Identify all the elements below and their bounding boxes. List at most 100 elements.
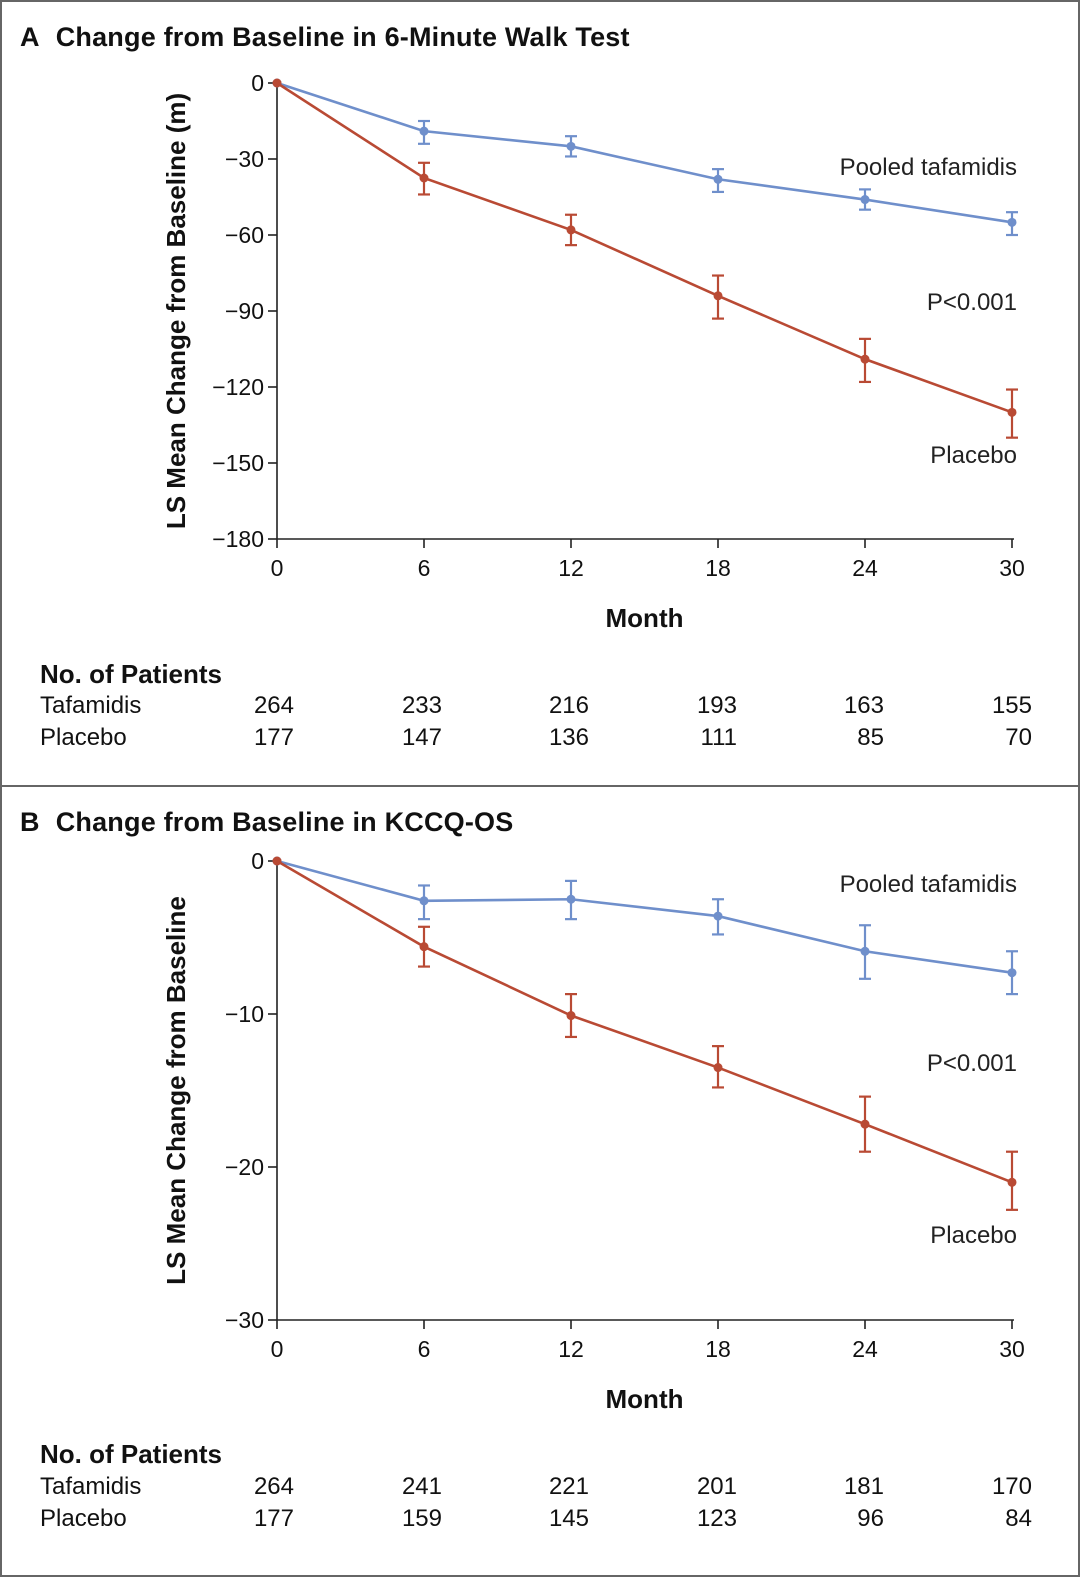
data-point xyxy=(419,126,429,136)
data-point xyxy=(566,141,576,151)
series-label: Placebo xyxy=(930,1222,1017,1249)
y-tick-label: −150 xyxy=(212,450,264,476)
patients-count: 145 xyxy=(548,1505,589,1532)
patients-count: 264 xyxy=(253,1473,294,1500)
data-point xyxy=(713,291,723,301)
x-tick-label: 30 xyxy=(999,555,1025,581)
x-tick-label: 6 xyxy=(418,1336,431,1362)
y-tick-label: 0 xyxy=(251,70,264,96)
panel-a-letter: A xyxy=(20,22,40,52)
x-tick-label: 12 xyxy=(558,555,584,581)
panel-a-title-text: Change from Baseline in 6-Minute Walk Te… xyxy=(55,22,630,52)
y-tick-label: −30 xyxy=(225,1307,264,1333)
data-point xyxy=(713,1063,723,1073)
patients-count: 136 xyxy=(548,724,589,751)
data-point xyxy=(272,856,282,866)
data-point xyxy=(713,911,723,921)
patients-count: 181 xyxy=(843,1473,884,1500)
p-value-annotation: P<0.001 xyxy=(927,289,1017,316)
data-point xyxy=(713,174,723,184)
x-axis-title: Month xyxy=(606,1384,684,1414)
patients-count: 70 xyxy=(1005,724,1032,751)
data-point xyxy=(419,942,429,952)
y-tick-label: −180 xyxy=(212,526,264,552)
x-tick-label: 18 xyxy=(705,1336,731,1362)
panel-b-title-text: Change from Baseline in KCCQ-OS xyxy=(55,807,514,837)
data-point xyxy=(566,894,576,904)
patients-count: 155 xyxy=(991,692,1032,719)
data-point xyxy=(419,896,429,906)
patients-count: 147 xyxy=(401,724,442,751)
patients-count: 201 xyxy=(696,1473,737,1500)
y-axis-title: LS Mean Change from Baseline xyxy=(161,896,191,1285)
chart-b: 0 −10 −20 −30 0 6 12 18 24 30 Month LS Mean Change … xyxy=(161,848,1025,1414)
x-tick-label: 12 xyxy=(558,1336,584,1362)
y-tick-label: −90 xyxy=(225,298,264,324)
x-axis-title: Month xyxy=(606,603,684,633)
y-axis-title: LS Mean Change from Baseline (m) xyxy=(161,93,191,529)
data-point xyxy=(1007,968,1017,978)
panel-b: B Change from Baseline in KCCQ-OS 0 −10 −20… xyxy=(0,785,1080,1577)
x-tick-label: 24 xyxy=(852,555,878,581)
panel-b-letter: B xyxy=(20,807,40,837)
data-point xyxy=(860,946,870,956)
series-line xyxy=(276,859,1013,1184)
patients-count: 96 xyxy=(857,1505,884,1532)
patients-count: 233 xyxy=(401,692,442,719)
patients-count: 216 xyxy=(548,692,589,719)
y-tick-label: −20 xyxy=(225,1154,264,1180)
patients-count: 84 xyxy=(1005,1505,1032,1532)
y-tick-label: −120 xyxy=(212,374,264,400)
y-tick-label: −60 xyxy=(225,222,264,248)
series-label: Pooled tafamidis xyxy=(840,871,1017,898)
y-tick-label: −10 xyxy=(225,1001,264,1027)
panel-a-patients-row-tafamidis: Tafamidis 264 233 216 193 163 155 xyxy=(2,692,1080,722)
y-tick-label: 0 xyxy=(251,848,264,874)
patients-count: 159 xyxy=(401,1505,442,1532)
x-tick-label: 24 xyxy=(852,1336,878,1362)
patients-count: 264 xyxy=(253,692,294,719)
patients-count: 241 xyxy=(401,1473,442,1500)
x-tick-label: 0 xyxy=(271,1336,284,1362)
patients-count: 111 xyxy=(700,724,737,751)
patients-row-label: Tafamidis xyxy=(40,1473,142,1500)
patients-count: 177 xyxy=(253,1505,294,1532)
series-line xyxy=(276,859,1013,974)
data-point xyxy=(1007,407,1017,417)
patients-row-label: Placebo xyxy=(40,1505,127,1532)
panel-a-title: A Change from Baseline in 6-Minute Walk T… xyxy=(20,22,630,53)
data-point xyxy=(1007,1177,1017,1187)
data-point xyxy=(419,173,429,183)
data-point xyxy=(272,78,282,88)
data-point xyxy=(860,1119,870,1129)
data-point xyxy=(1007,217,1017,227)
x-tick-label: 0 xyxy=(271,555,284,581)
patients-count: 123 xyxy=(696,1505,737,1532)
panel-a-patients-row-placebo: Placebo 177 147 136 111 85 70 xyxy=(2,724,1080,754)
series-label: Pooled tafamidis xyxy=(840,154,1017,181)
panel-b-patients-heading: No. of Patients xyxy=(40,1439,223,1469)
series-line xyxy=(276,81,1013,224)
patients-count: 163 xyxy=(843,692,884,719)
x-tick-label: 6 xyxy=(418,555,431,581)
panel-b-title: B Change from Baseline in KCCQ-OS xyxy=(20,807,513,838)
data-point xyxy=(566,1011,576,1021)
panel-a-patients-heading: No. of Patients xyxy=(40,659,223,689)
patients-row-label: Placebo xyxy=(40,724,127,751)
patients-count: 193 xyxy=(696,692,737,719)
data-point xyxy=(860,195,870,205)
y-tick-label: −30 xyxy=(225,146,264,172)
p-value-annotation: P<0.001 xyxy=(927,1050,1017,1077)
patients-count: 170 xyxy=(991,1473,1032,1500)
data-point xyxy=(566,225,576,235)
patients-count: 221 xyxy=(548,1473,589,1500)
series-line xyxy=(276,81,1013,414)
data-point xyxy=(860,354,870,364)
chart-a: 0 −30 −60 −90 −120 −150 −180 0 6 12 18 24 30 Month LS … xyxy=(161,70,1025,633)
panel-a: A Change from Baseline in 6-Minute Walk T… xyxy=(0,0,1080,787)
x-tick-label: 18 xyxy=(705,555,731,581)
patients-count: 177 xyxy=(253,724,294,751)
x-tick-label: 30 xyxy=(999,1336,1025,1362)
patients-row-label: Tafamidis xyxy=(40,692,142,719)
panel-b-patients-row-tafamidis: Tafamidis 264 241 221 201 181 170 xyxy=(2,1473,1080,1503)
